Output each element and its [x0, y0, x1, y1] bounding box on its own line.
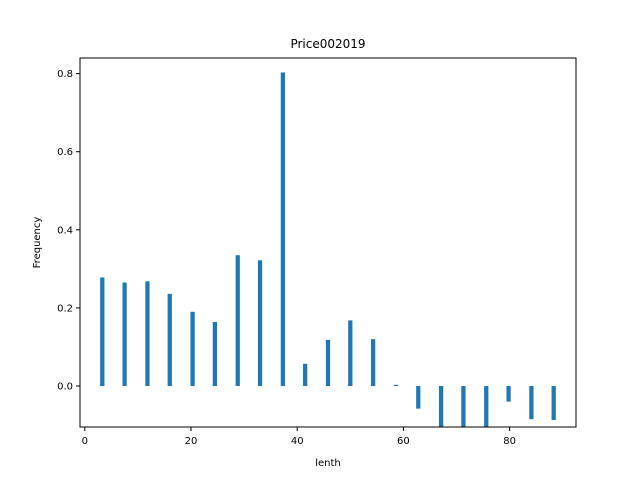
bar — [280, 72, 285, 386]
x-tick-label: 40 — [291, 436, 304, 447]
bar — [371, 339, 376, 386]
x-tick-label: 80 — [503, 436, 516, 447]
bar — [529, 386, 534, 420]
x-tick-label: 20 — [185, 436, 198, 447]
axes-frame — [79, 57, 577, 428]
y-tick-label: 0.8 — [57, 69, 73, 80]
x-axis-label: lenth — [315, 458, 341, 469]
bar — [393, 384, 399, 386]
bar — [100, 277, 105, 386]
y-axis: 0.0 0.2 0.4 0.6 0.8 — [57, 69, 80, 393]
x-axis: 0 20 40 60 80 — [82, 427, 516, 447]
y-tick-label: 0.4 — [57, 225, 73, 236]
bar — [484, 386, 489, 427]
bar — [257, 260, 263, 386]
bar — [303, 363, 308, 386]
bar — [551, 386, 556, 420]
x-tick-label: 60 — [397, 436, 410, 447]
bar — [167, 293, 172, 386]
y-axis-label: Frequency — [32, 217, 43, 269]
bar — [416, 386, 421, 409]
bar — [235, 255, 240, 386]
bar — [212, 321, 218, 386]
y-tick-label: 0.0 — [57, 382, 73, 393]
chart-title: Price002019 — [290, 37, 365, 51]
bar — [506, 386, 511, 402]
bar — [122, 282, 127, 386]
x-tick-label: 0 — [82, 436, 88, 447]
bar — [461, 386, 466, 427]
y-tick-label: 0.6 — [57, 147, 73, 158]
bar — [438, 386, 444, 427]
y-tick-label: 0.2 — [57, 303, 73, 314]
bar — [145, 281, 150, 386]
plot-area — [100, 72, 556, 427]
bar — [190, 311, 195, 386]
bar — [325, 339, 331, 386]
bar — [348, 320, 353, 386]
